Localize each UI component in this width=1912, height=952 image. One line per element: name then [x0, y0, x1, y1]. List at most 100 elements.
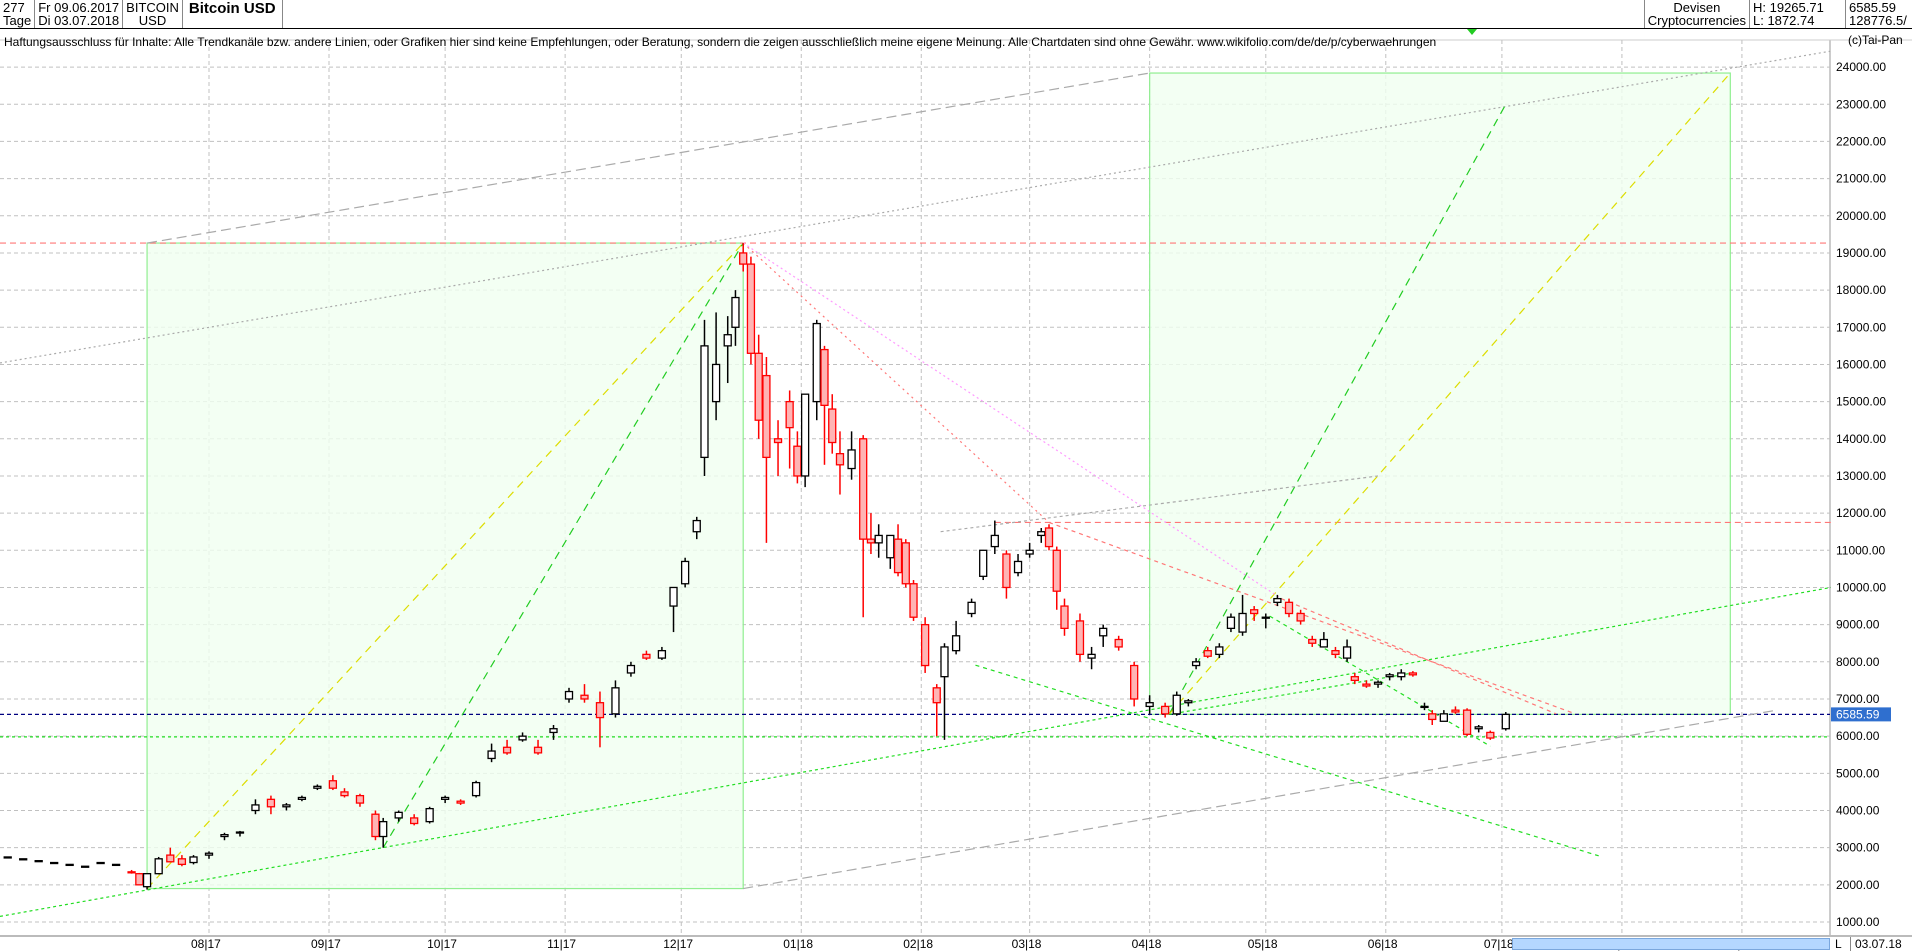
candle-body — [471, 781, 481, 797]
candle-body — [1373, 681, 1383, 685]
y-tick-label: 8000.00 — [1836, 655, 1880, 669]
last-price: 6585.59 — [1849, 0, 1896, 15]
period-selector[interactable]: 277 Tage — [0, 0, 36, 28]
period-count[interactable]: 277 — [3, 0, 25, 15]
candle-body — [1226, 616, 1236, 630]
candle-body — [979, 549, 988, 577]
candle-body — [564, 690, 574, 700]
candle-body — [127, 871, 136, 874]
candle-body — [754, 352, 763, 421]
candle-body — [65, 863, 74, 867]
candle-body — [835, 453, 845, 466]
candle-body — [680, 560, 690, 585]
candle — [502, 739, 512, 755]
candle — [135, 872, 144, 886]
candle-body — [394, 811, 403, 819]
candle — [1501, 711, 1510, 731]
last-volume: 6585.59 128776.5/ — [1846, 0, 1912, 28]
candle — [410, 814, 419, 826]
candle — [297, 795, 307, 802]
candle — [901, 539, 910, 588]
candle — [1145, 695, 1154, 714]
candle — [746, 256, 756, 365]
candle — [866, 513, 876, 555]
candle — [1099, 624, 1108, 647]
candle — [611, 680, 620, 718]
candle — [425, 806, 434, 824]
candle — [1296, 609, 1305, 625]
candle — [580, 684, 589, 703]
date-to: Di 03.07.2018 — [38, 13, 120, 28]
candle-body — [1130, 664, 1139, 700]
footer-date: 03.07.18 — [1850, 937, 1902, 951]
candle-body — [313, 785, 322, 789]
candle-body — [669, 586, 678, 607]
candle — [1261, 613, 1270, 629]
time-scrollbar[interactable] — [1512, 938, 1830, 950]
candle — [1052, 546, 1061, 610]
candle — [220, 832, 229, 841]
candle — [549, 724, 558, 740]
candle-body — [328, 780, 338, 789]
candle-body — [723, 334, 732, 347]
candle-body — [1308, 638, 1317, 644]
candle — [1191, 658, 1201, 670]
candle-body — [1284, 601, 1294, 615]
candle-body — [204, 852, 214, 856]
category: Devisen Cryptocurrencies — [1643, 0, 1750, 28]
candle-body — [951, 635, 961, 652]
candle-body — [1215, 646, 1224, 656]
candle-body — [1342, 646, 1352, 659]
x-tick-label: 08|17 — [191, 937, 221, 951]
candle — [967, 598, 976, 618]
period-unit[interactable]: Tage — [3, 13, 32, 28]
candle — [1238, 594, 1247, 636]
candle — [932, 684, 941, 737]
candle — [1428, 710, 1437, 725]
candle-body — [731, 296, 740, 328]
candle — [282, 803, 291, 811]
candle — [979, 549, 988, 581]
candle-body — [1451, 709, 1460, 713]
candle — [1002, 550, 1011, 599]
candle — [1044, 524, 1054, 551]
candle — [1397, 669, 1406, 681]
marker-triangle-icon — [1467, 29, 1477, 35]
y-tick-label: 22000.00 — [1836, 134, 1886, 148]
drawing-trendline — [742, 242, 1050, 523]
x-tick-label: 01|18 — [783, 937, 814, 951]
candle-body — [1025, 549, 1034, 555]
candle-body — [142, 873, 152, 888]
candle-body — [177, 858, 187, 866]
candle-body — [189, 856, 198, 864]
candle — [1060, 598, 1069, 636]
candle — [626, 661, 636, 677]
candle-body — [886, 534, 895, 559]
candle-body — [1385, 674, 1394, 678]
candle-body — [1350, 676, 1359, 682]
x-tick-label: 05|18 — [1247, 937, 1278, 951]
last-price-label: 6585.59 — [1836, 707, 1880, 721]
candle — [355, 793, 365, 807]
candle — [1350, 672, 1359, 685]
candle-body — [1191, 661, 1201, 667]
mode-indicator[interactable]: L — [1835, 937, 1842, 951]
drawing-trendline — [146, 72, 1150, 244]
candle — [731, 290, 740, 346]
candle — [1226, 613, 1236, 633]
candle-body — [1439, 713, 1448, 722]
candle — [371, 810, 380, 841]
candle — [1284, 598, 1294, 618]
candle — [1474, 724, 1483, 733]
y-tick-label: 12000.00 — [1836, 506, 1886, 520]
candle-body — [1037, 531, 1046, 537]
drawing-trendline — [1168, 72, 1731, 715]
candle-body — [866, 538, 876, 544]
candle — [951, 620, 961, 655]
candle — [177, 855, 187, 867]
candle — [1362, 680, 1371, 688]
candle — [859, 435, 868, 618]
candle — [1037, 527, 1046, 543]
chart-title: Bitcoin USD — [183, 0, 283, 28]
